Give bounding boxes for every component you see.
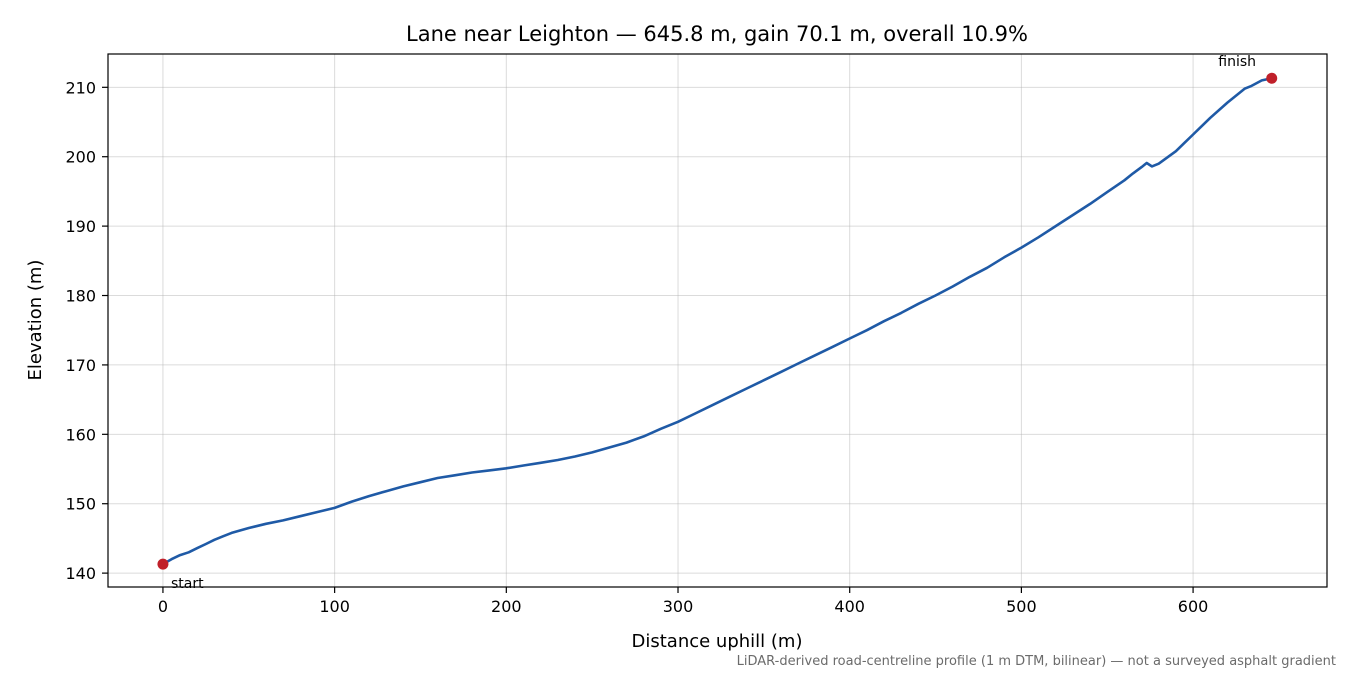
y-tick-label-7: 210: [65, 78, 96, 97]
finish-marker: [1266, 72, 1278, 84]
axis-ticks: [102, 86, 1194, 593]
y-tick-label-5: 190: [65, 217, 96, 236]
y-tick-label-4: 180: [65, 287, 96, 306]
series-layer: [157, 72, 1278, 570]
x-tick-label-5: 500: [1006, 597, 1037, 616]
y-tick-label-1: 150: [65, 495, 96, 514]
start-marker: [157, 558, 169, 570]
grid-lines: [108, 54, 1327, 587]
x-tick-label-0: 0: [158, 597, 168, 616]
x-tick-label-3: 300: [663, 597, 694, 616]
chart-title: Lane near Leighton — 645.8 m, gain 70.1 …: [406, 22, 1028, 46]
tick-labels: 0 100 200 300 400 500 600 140 150 160 170 180 190 200…: [65, 78, 1208, 616]
chart-footnote: LiDAR-derived road-centreline profile (1…: [737, 654, 1336, 669]
start-annotation: start: [171, 576, 204, 592]
y-tick-label-3: 170: [65, 356, 96, 375]
x-axis-label: Distance uphill (m): [632, 631, 803, 652]
finish-annotation: finish: [1218, 54, 1256, 70]
x-tick-label-1: 100: [319, 597, 350, 616]
plot-frame: [107, 53, 1328, 588]
x-tick-label-6: 600: [1178, 597, 1209, 616]
y-tick-label-6: 200: [65, 148, 96, 167]
y-axis-label: Elevation (m): [25, 260, 46, 381]
y-tick-label-2: 160: [65, 425, 96, 444]
x-tick-label-4: 400: [834, 597, 865, 616]
x-tick-label-2: 200: [491, 597, 522, 616]
y-tick-label-0: 140: [65, 564, 96, 583]
elevation-line-0: [161, 77, 1273, 566]
